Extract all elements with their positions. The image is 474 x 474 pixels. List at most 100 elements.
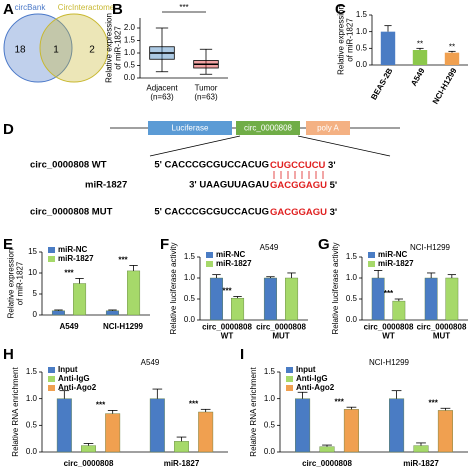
- legend-swatch: [48, 385, 55, 391]
- y-tick-label: 0.0: [184, 315, 196, 324]
- significance: **: [417, 39, 423, 48]
- significance: ***: [189, 399, 199, 408]
- x-tick-label: A549: [409, 66, 427, 88]
- box-label: Luciferase: [172, 124, 209, 133]
- chart-title: NCI-H1299: [369, 358, 410, 367]
- bar: [392, 300, 406, 321]
- legend-swatch: [368, 261, 375, 267]
- y-tick-label: 1.0: [346, 273, 358, 282]
- x-tick-label: circ_0000808 WT: [202, 323, 252, 341]
- legend-swatch: [206, 261, 213, 267]
- significance: ***: [118, 256, 128, 265]
- venn-count: 1: [53, 45, 59, 56]
- x-tick-label: NCI-H1299: [103, 322, 144, 331]
- x-tick-label: circ_0000808: [302, 459, 352, 468]
- legend-label: Anti-IgG: [296, 374, 328, 383]
- y-tick-label: 0.0: [26, 447, 38, 456]
- sequence: 3' UAAGUUAGAU: [189, 180, 269, 191]
- legend-label: Anti-Ago2: [58, 383, 97, 392]
- set-label: circBank: [15, 3, 47, 12]
- y-axis-label: Relative RNA enrichment: [249, 367, 258, 457]
- y-tick-label: 1.5: [124, 36, 136, 45]
- panel-label: C: [335, 1, 346, 18]
- site: GACGGAGU: [270, 180, 327, 191]
- y-axis-label: Relative luciferase activity: [169, 242, 178, 334]
- seq-label: miR-1827: [85, 180, 127, 191]
- y-tick-label: 0.0: [264, 447, 276, 456]
- x-tick-label: circ_0000808: [64, 459, 114, 468]
- significance: ***: [179, 3, 188, 12]
- x-tick-label: Tumor (n=63): [194, 84, 218, 102]
- legend-label: miR-NC: [216, 250, 246, 259]
- sequence: CUGCCUCU 3': [270, 160, 336, 171]
- seq-label: circ_0000808 MUT: [30, 207, 113, 218]
- legend-label: miR-NC: [58, 245, 88, 254]
- bar: [105, 413, 121, 453]
- significance: ***: [335, 397, 345, 406]
- legend-label: Anti-IgG: [58, 374, 90, 383]
- legend-label: miR-1827: [378, 259, 414, 268]
- bar: [73, 283, 87, 316]
- panel-label: I: [240, 346, 244, 363]
- circ-box: [236, 121, 300, 135]
- bar: [51, 310, 65, 316]
- y-tick-label: 1.5: [346, 252, 358, 261]
- bar: [231, 297, 245, 321]
- y-tick-label: 1.0: [26, 394, 38, 403]
- bar: [81, 445, 96, 453]
- legend-label: Input: [296, 365, 316, 374]
- box-label: poly A: [317, 124, 339, 133]
- panel-label: A: [3, 1, 14, 18]
- y-tick-label: 1.0: [184, 273, 196, 282]
- y-axis-label: Relative RNA enrichment: [11, 367, 20, 457]
- bar: [127, 270, 141, 316]
- bar: [343, 409, 359, 453]
- chart-title: A549: [260, 243, 279, 252]
- legend-swatch: [286, 376, 293, 382]
- luciferase-box: [148, 121, 232, 135]
- significance: **: [449, 42, 455, 51]
- sequence-end: 3': [327, 207, 337, 218]
- y-tick-label: 1.5: [184, 252, 196, 261]
- sequence: 5' CACCCGCGUCCACUG: [154, 160, 269, 171]
- box-label: circ_0000808: [244, 124, 293, 133]
- chart-title: NCI-H1299: [410, 243, 451, 252]
- y-axis-label: Relative luciferase activity: [331, 242, 340, 334]
- x-tick-label: miR-1827: [164, 459, 200, 468]
- y-tick-label: 0.5: [26, 420, 38, 429]
- bar: [285, 277, 299, 321]
- legend-swatch: [48, 247, 55, 253]
- x-tick-label: miR-1827: [403, 459, 439, 468]
- pairing-lines: [273, 171, 324, 179]
- x-tick-label: NCI-H1299: [431, 66, 459, 106]
- x-tick-label: circ_0000808 MUT: [417, 323, 467, 341]
- seq-label: circ_0000808 WT: [30, 160, 107, 171]
- venn-set: [3, 13, 73, 83]
- y-tick-label: 0: [33, 310, 38, 319]
- bar: [56, 398, 72, 453]
- chart-title: A549: [141, 358, 160, 367]
- legend-swatch: [48, 256, 55, 262]
- sequence-end: 5': [327, 180, 337, 191]
- significance: ***: [96, 401, 106, 410]
- panel-label: D: [3, 121, 14, 138]
- legend-swatch: [286, 367, 293, 373]
- panel-label: H: [3, 346, 14, 363]
- y-axis-label: Relative expressionof miR-1827: [105, 13, 123, 83]
- bar: [380, 31, 396, 66]
- panel-label: G: [318, 236, 330, 253]
- y-tick-label: 1.5: [264, 367, 276, 376]
- bar: [389, 398, 405, 453]
- y-tick-label: 10: [28, 268, 37, 277]
- x-tick-label: BEAS-2B: [369, 66, 394, 101]
- bar: [295, 398, 311, 453]
- bar: [105, 310, 119, 316]
- legend-label: miR-NC: [378, 250, 408, 259]
- bar: [263, 277, 277, 321]
- bar: [149, 398, 165, 453]
- sequence: GACGGAGU 5': [270, 180, 337, 191]
- panel-label: E: [3, 236, 13, 253]
- legend-label: miR-1827: [58, 254, 94, 263]
- legend-label: miR-1827: [216, 259, 252, 268]
- polya-box: [306, 121, 350, 135]
